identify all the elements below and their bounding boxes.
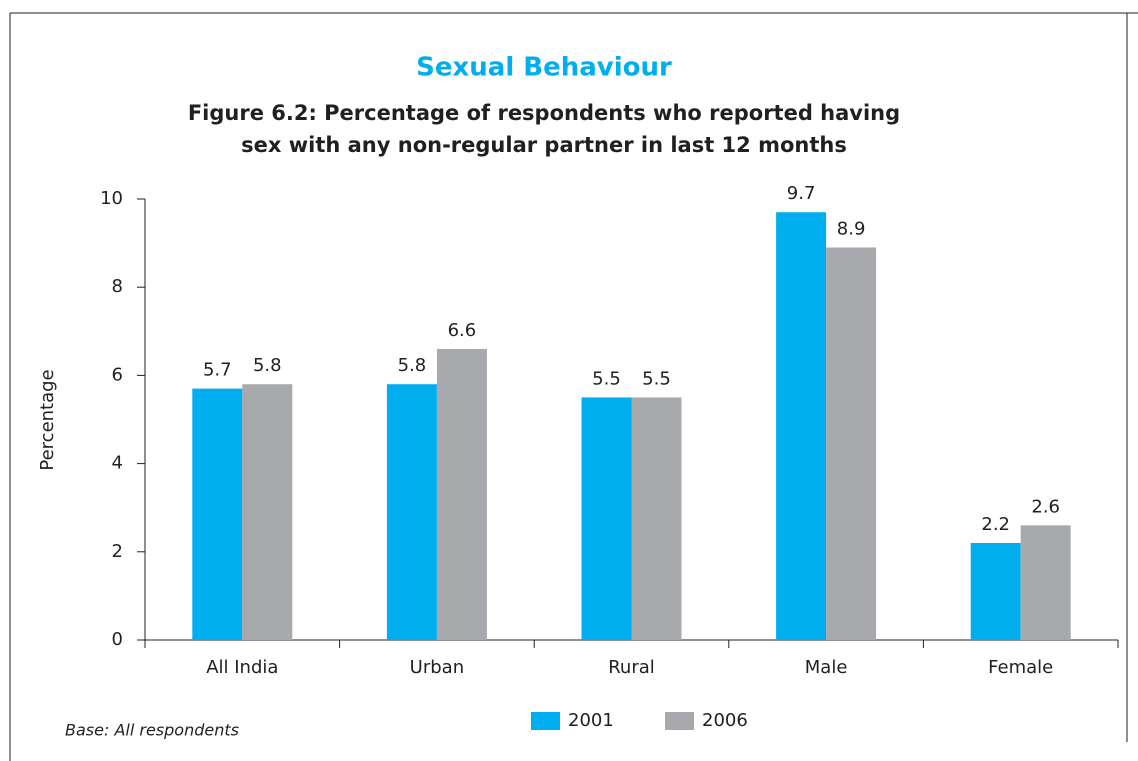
bar [776, 212, 827, 641]
y-tick-label: 8 [112, 276, 123, 297]
note: Base: All respondents [65, 721, 239, 740]
x-tick-label: Urban [410, 657, 464, 678]
bar [631, 397, 682, 640]
bar [192, 388, 243, 640]
y-tick-label: 0 [112, 629, 123, 650]
x-tick-label: All India [206, 657, 278, 678]
bar [242, 384, 293, 640]
bar [970, 542, 1021, 640]
y-tick-label: 6 [112, 364, 123, 385]
legend-swatch [665, 712, 694, 730]
bar [1020, 525, 1071, 640]
bar [436, 348, 487, 640]
y-tick-label: 2 [112, 541, 123, 562]
data-label: 2.6 [1031, 496, 1060, 517]
y-axis-label: Percentage [37, 369, 58, 470]
data-label: 5.8 [398, 355, 427, 376]
data-label: 6.6 [448, 320, 477, 341]
data-label: 9.7 [787, 183, 816, 204]
bar [826, 247, 877, 640]
data-label: 5.8 [253, 355, 282, 376]
data-label: 8.9 [837, 219, 866, 240]
chart-title: Sexual Behaviour [416, 53, 672, 83]
chart-subtitle: sex with any non-regular partner in last… [241, 133, 847, 157]
data-label: 5.7 [203, 360, 232, 381]
data-label: 5.5 [592, 368, 621, 389]
x-tick-label: Female [988, 657, 1053, 678]
x-tick-label: Male [805, 657, 848, 678]
bar [581, 397, 632, 640]
bar [386, 384, 437, 640]
y-tick-label: 4 [112, 453, 123, 474]
legend-label: 2001 [568, 710, 614, 731]
legend-label: 2006 [702, 710, 748, 731]
data-label: 2.2 [981, 514, 1010, 535]
chart-subtitle: Figure 6.2: Percentage of respondents wh… [188, 101, 900, 125]
x-tick-label: Rural [608, 657, 655, 678]
legend-swatch [531, 712, 560, 730]
y-tick-label: 10 [100, 188, 123, 209]
data-label: 5.5 [642, 368, 671, 389]
